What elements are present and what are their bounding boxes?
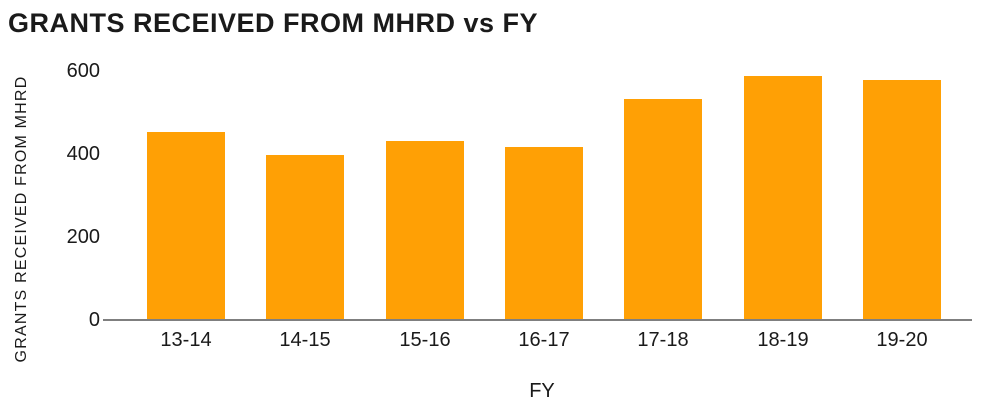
chart-title: GRANTS RECEIVED FROM MHRD vs FY	[8, 8, 539, 38]
x-tick-label: 18-19	[757, 329, 809, 351]
x-tick-label: 14-15	[279, 329, 331, 351]
x-axis-line	[103, 319, 972, 321]
x-axis-title: FY	[529, 380, 555, 402]
bar-13-14	[147, 132, 225, 319]
x-tick-label: 17-18	[637, 329, 689, 351]
y-tick-label: 200	[66, 226, 100, 248]
x-tick-label: 16-17	[518, 329, 570, 351]
bar-14-15	[266, 155, 344, 319]
bar-16-17	[505, 147, 583, 319]
y-tick-label: 0	[88, 309, 100, 331]
x-tick-label: 13-14	[160, 329, 212, 351]
y-tick-label: 600	[66, 60, 100, 82]
x-tick-label: 19-20	[876, 329, 928, 351]
bar-15-16	[386, 141, 464, 319]
bar-18-19	[744, 76, 822, 319]
bar-17-18	[624, 99, 702, 319]
y-tick-label: 400	[66, 143, 100, 165]
bar-19-20	[863, 80, 941, 319]
x-tick-label: 15-16	[399, 329, 451, 351]
